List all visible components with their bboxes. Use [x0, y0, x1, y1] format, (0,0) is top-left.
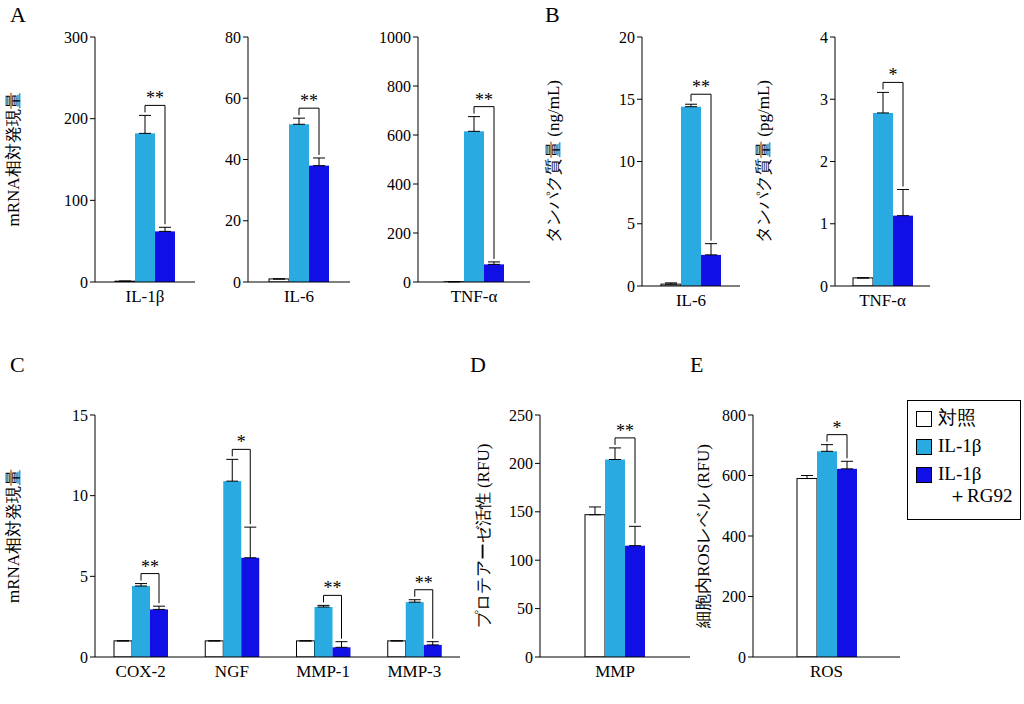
svg-text:mRNA相対発現量: mRNA相対発現量 [8, 469, 23, 603]
svg-text:4: 4 [820, 29, 828, 46]
svg-text:3: 3 [820, 91, 828, 108]
svg-text:0: 0 [525, 649, 533, 666]
svg-text:0: 0 [80, 274, 88, 291]
svg-text:MMP: MMP [595, 662, 635, 681]
svg-text:mRNA相対発現量: mRNA相対発現量 [8, 92, 23, 226]
svg-text:*: * [237, 432, 246, 452]
html-text:＋RG92: ＋RG92 [948, 485, 1013, 506]
svg-text:150: 150 [509, 503, 533, 520]
svg-text:200: 200 [722, 588, 746, 605]
svg-text:**: ** [146, 88, 164, 108]
svg-text:**: ** [692, 77, 710, 97]
svg-text:5: 5 [80, 568, 88, 585]
svg-text:200: 200 [64, 110, 88, 127]
svg-text:TNF-α: TNF-α [451, 287, 498, 306]
svg-text:0: 0 [403, 274, 411, 291]
svg-text:*: * [833, 418, 842, 438]
svg-text:600: 600 [722, 467, 746, 484]
svg-text:TNF-α: TNF-α [859, 291, 906, 310]
svg-text:20: 20 [225, 212, 241, 229]
svg-text:2: 2 [820, 153, 828, 170]
html-text:B: B [545, 2, 560, 27]
svg-text:0: 0 [738, 649, 746, 666]
svg-text:5: 5 [627, 215, 635, 232]
svg-text:50: 50 [517, 600, 533, 617]
svg-text:200: 200 [387, 225, 411, 242]
svg-text:250: 250 [509, 407, 533, 424]
svg-text:IL-1β: IL-1β [126, 287, 165, 306]
svg-text:**: ** [616, 421, 634, 441]
svg-text:0: 0 [820, 278, 828, 295]
html-text:D: D [470, 352, 486, 377]
svg-text:600: 600 [387, 127, 411, 144]
svg-text:800: 800 [722, 407, 746, 424]
svg-text:40: 40 [225, 151, 241, 168]
svg-text:200: 200 [509, 455, 533, 472]
svg-text:MMP-3: MMP-3 [387, 662, 441, 681]
svg-text:80: 80 [225, 29, 241, 46]
svg-text:1000: 1000 [379, 29, 411, 46]
svg-text:0: 0 [80, 649, 88, 666]
svg-text:**: ** [415, 573, 433, 593]
svg-text:300: 300 [64, 29, 88, 46]
svg-text:タンパク質量 (pg/mL): タンパク質量 (pg/mL) [754, 80, 773, 243]
svg-text:1: 1 [820, 215, 828, 232]
svg-text:NGF: NGF [215, 662, 249, 681]
svg-text:*: * [889, 65, 898, 85]
svg-text:100: 100 [509, 552, 533, 569]
svg-text:100: 100 [64, 192, 88, 209]
svg-text:細胞内ROSレベル (RFU): 細胞内ROSレベル (RFU) [694, 444, 713, 629]
html-text:E: E [690, 352, 704, 377]
svg-text:IL-6: IL-6 [676, 291, 706, 310]
html-text:IL-1β: IL-1β [938, 463, 982, 484]
svg-text:10: 10 [72, 487, 88, 504]
svg-text:60: 60 [225, 90, 241, 107]
svg-text:20: 20 [619, 29, 635, 46]
svg-text:10: 10 [619, 153, 635, 170]
html-text:C: C [10, 352, 25, 377]
svg-text:15: 15 [72, 407, 88, 424]
html-text:A: A [10, 2, 26, 27]
svg-text:0: 0 [233, 274, 241, 291]
html-text:対照: 対照 [938, 407, 976, 428]
svg-text:**: ** [300, 91, 318, 111]
svg-text:15: 15 [619, 91, 635, 108]
html-text:IL-1β: IL-1β [938, 435, 982, 456]
svg-text:400: 400 [387, 176, 411, 193]
svg-text:プロテアーゼ活性 (RFU): プロテアーゼ活性 (RFU) [474, 444, 493, 629]
svg-text:400: 400 [722, 528, 746, 545]
svg-text:ROS: ROS [810, 662, 843, 681]
svg-text:0: 0 [627, 278, 635, 295]
svg-text:IL-6: IL-6 [284, 287, 314, 306]
svg-text:MMP-1: MMP-1 [296, 662, 350, 681]
svg-text:800: 800 [387, 78, 411, 95]
svg-text:COX-2: COX-2 [116, 662, 166, 681]
svg-text:**: ** [141, 557, 159, 577]
svg-text:**: ** [324, 578, 342, 598]
svg-text:**: ** [475, 90, 493, 110]
svg-text:タンパク質量 (ng/mL): タンパク質量 (ng/mL) [544, 80, 563, 243]
